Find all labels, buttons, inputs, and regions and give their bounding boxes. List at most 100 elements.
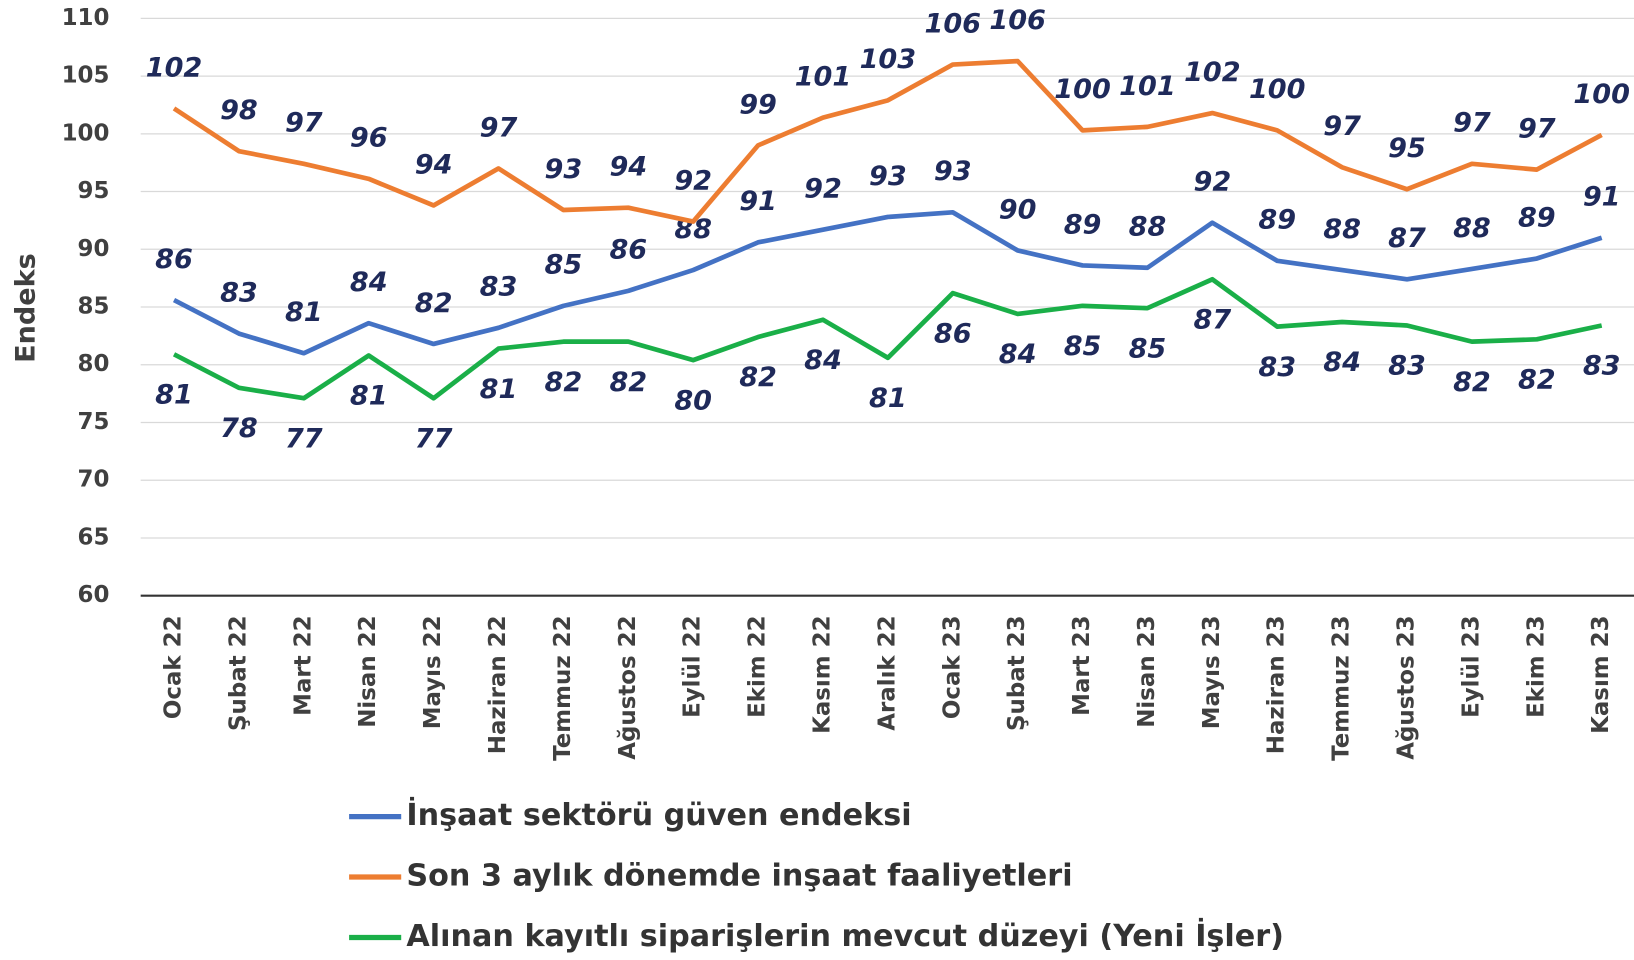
data-label: 106 (924, 8, 981, 39)
x-tick-label: Şubat 23 (1004, 615, 1030, 730)
legend-label: Son 3 aylık dönemde inşaat faaliyetleri (406, 859, 1072, 894)
x-tick-label: Mayıs 23 (1199, 615, 1225, 729)
x-tick-label: Mart 22 (290, 615, 316, 715)
data-label: 82 (415, 288, 453, 319)
data-label: 102 (146, 52, 203, 83)
legend-label: İnşaat sektörü güven endeksi (406, 797, 911, 833)
x-tick-label: Temmuz 23 (1329, 615, 1355, 760)
data-label: 83 (220, 277, 258, 308)
data-label: 86 (609, 235, 647, 266)
data-label: 101 (795, 62, 852, 93)
data-label: 82 (545, 367, 583, 398)
x-tick-label: Nisan 23 (1134, 615, 1160, 727)
data-label: 93 (869, 161, 907, 192)
x-tick-label: Nisan 22 (355, 615, 381, 727)
y-tick-label: 75 (78, 409, 110, 435)
series-line (172, 209, 1603, 356)
y-tick-label: 110 (62, 5, 110, 31)
data-label: 85 (545, 250, 583, 281)
data-label: 101 (1119, 71, 1176, 102)
y-tick-label: 80 (78, 351, 110, 377)
x-tick-label: Eylül 22 (680, 615, 706, 717)
data-label: 81 (285, 297, 323, 328)
data-label: 91 (739, 186, 777, 217)
data-label: 82 (609, 367, 647, 398)
y-tick-label: 90 (78, 236, 110, 262)
data-label: 81 (480, 374, 518, 405)
data-label: 77 (285, 423, 323, 454)
data-label: 90 (999, 194, 1037, 225)
x-tick-label: Haziran 23 (1264, 615, 1290, 754)
data-label: 77 (415, 423, 453, 454)
data-label: 102 (1184, 57, 1241, 88)
x-tick-label: Ekim 23 (1523, 615, 1549, 717)
data-label: 87 (1193, 304, 1231, 335)
x-tick-label: Ocak 23 (939, 615, 965, 719)
data-label: 92 (1193, 167, 1231, 198)
data-label: 97 (1518, 114, 1556, 145)
y-tick-label: 70 (78, 467, 110, 493)
y-tick-label: 105 (62, 63, 110, 89)
data-label: 82 (1518, 365, 1556, 396)
data-label: 83 (1258, 352, 1296, 383)
data-label: 95 (1388, 133, 1426, 164)
data-label: 93 (934, 156, 972, 187)
data-label: 85 (1129, 333, 1167, 364)
data-label: 80 (674, 385, 712, 416)
y-tick-label: 85 (78, 294, 110, 320)
data-label: 91 (1583, 182, 1621, 213)
data-label: 81 (350, 381, 388, 412)
data-label: 89 (1518, 202, 1556, 233)
x-tick-label: Ağustos 23 (1394, 615, 1420, 759)
data-label: 97 (480, 112, 518, 143)
x-tick-label: Haziran 22 (485, 615, 511, 754)
data-label: 84 (1323, 347, 1361, 378)
y-tick-label: 100 (62, 120, 110, 146)
data-label: 85 (1064, 331, 1102, 362)
data-label: 92 (674, 165, 712, 196)
data-label: 84 (999, 339, 1037, 370)
data-label: 103 (860, 44, 917, 75)
x-tick-label: Kasım 23 (1588, 615, 1614, 733)
data-label: 88 (1129, 212, 1167, 243)
data-label: 96 (350, 123, 388, 154)
data-label: 93 (545, 154, 583, 185)
x-tick-label: Mart 23 (1069, 615, 1095, 715)
data-label: 84 (350, 267, 388, 298)
data-label: 83 (480, 272, 518, 303)
x-tick-label: Şubat 22 (225, 615, 251, 730)
data-label: 81 (869, 383, 907, 414)
data-label: 92 (804, 174, 842, 205)
data-label: 78 (220, 413, 258, 444)
data-label: 88 (1453, 213, 1491, 244)
x-tick-label: Temmuz 22 (550, 615, 576, 760)
data-label: 100 (1054, 74, 1111, 105)
y-tick-label: 65 (78, 524, 110, 550)
y-tick-label: 60 (78, 582, 110, 608)
data-label: 94 (609, 152, 647, 183)
data-label: 82 (739, 362, 777, 393)
data-label: 88 (1323, 214, 1361, 245)
data-label: 81 (155, 380, 193, 411)
data-label: 83 (1583, 351, 1621, 382)
data-label: 99 (739, 89, 777, 120)
data-label: 87 (1388, 223, 1426, 254)
data-label: 84 (804, 345, 842, 376)
data-label: 86 (155, 244, 193, 275)
data-label: 97 (285, 108, 323, 139)
data-label: 89 (1064, 209, 1102, 240)
x-tick-label: Aralık 22 (874, 615, 900, 730)
y-tick-label: 95 (78, 178, 110, 204)
x-tick-label: Kasım 22 (809, 615, 835, 733)
data-label: 97 (1453, 108, 1491, 139)
data-label: 82 (1453, 367, 1491, 398)
data-label: 89 (1258, 205, 1296, 236)
data-label: 97 (1323, 111, 1361, 142)
data-label: 100 (1249, 74, 1306, 105)
series-line (172, 58, 1603, 224)
data-label: 86 (934, 318, 972, 349)
y-axis-title: Endeks (11, 253, 42, 363)
x-tick-label: Mayıs 22 (420, 615, 446, 729)
x-tick-label: Ağustos 22 (615, 615, 641, 759)
